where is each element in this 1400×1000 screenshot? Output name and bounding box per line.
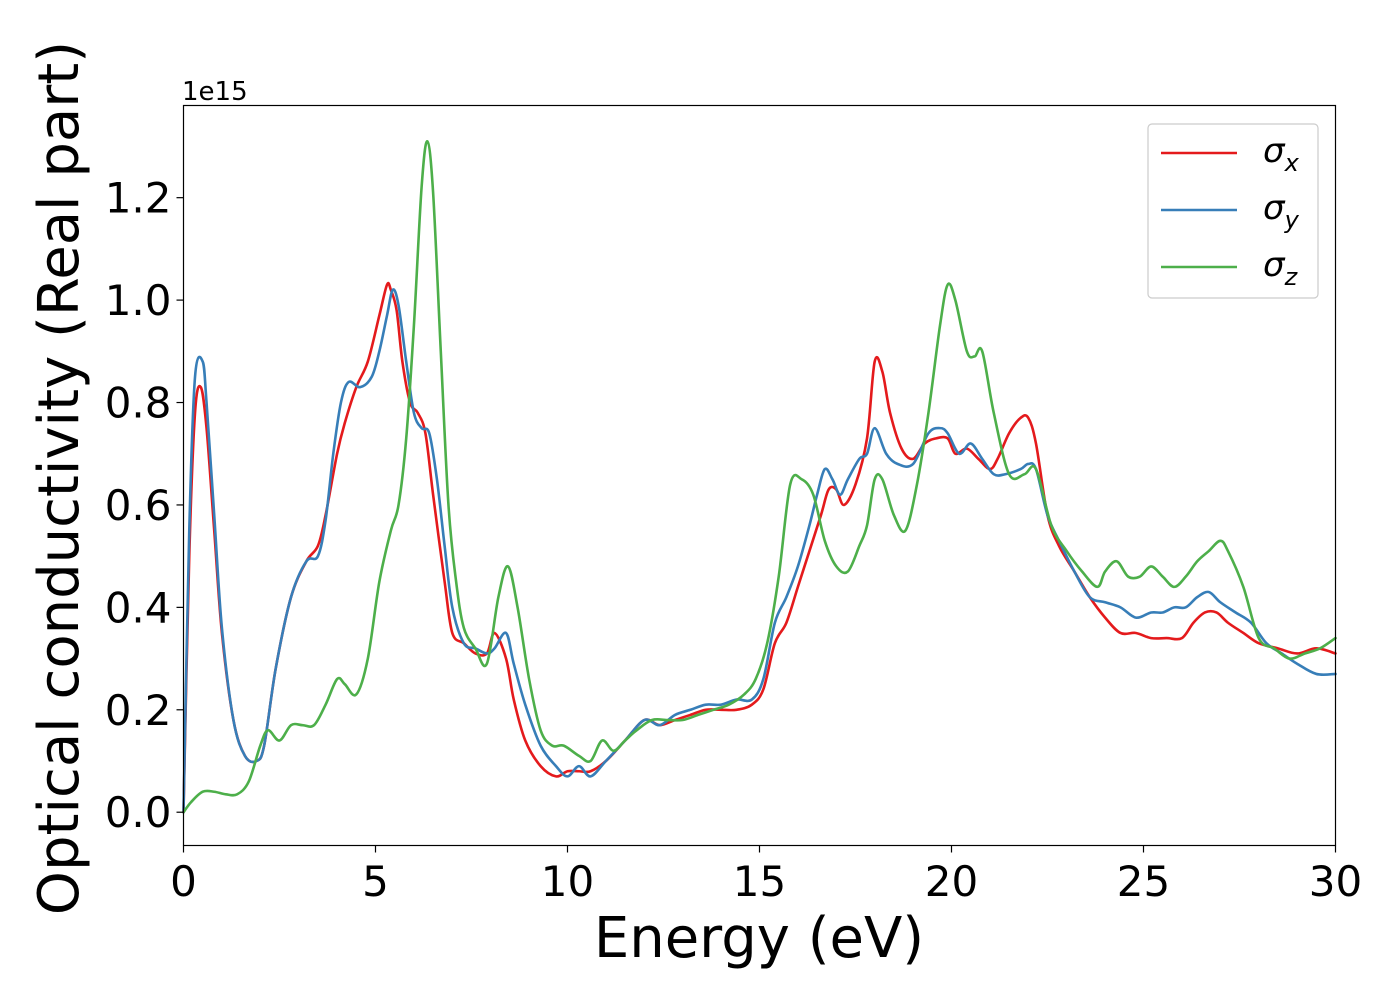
axis-offset-label: 1e15 — [182, 77, 248, 107]
y-axis: 0.0 0.2 0.4 0.6 0.8 1.0 1.2 — [105, 174, 184, 837]
x-tick-label: 10 — [541, 857, 594, 906]
x-tick-label: 30 — [1309, 857, 1362, 906]
legend-label-sigma-z: σz — [1263, 245, 1299, 291]
series-line-sigma-z — [182, 140, 1337, 814]
x-tick-label: 0 — [170, 857, 197, 906]
y-tick-label: 0.6 — [105, 481, 172, 530]
x-tick-label: 20 — [925, 857, 978, 906]
x-tick-label: 15 — [733, 857, 786, 906]
x-tick-label: 5 — [362, 857, 389, 906]
y-tick-label: 0.8 — [105, 379, 172, 428]
y-tick-label: 0.4 — [105, 583, 172, 632]
series-layer — [182, 140, 1337, 814]
y-tick-label: 1.0 — [105, 276, 172, 325]
y-tick-label: 1.2 — [105, 174, 172, 223]
x-axis: 0 5 10 15 20 25 30 — [170, 845, 1362, 906]
x-tick-label: 25 — [1117, 857, 1170, 906]
legend-label-sigma-y: σy — [1263, 188, 1300, 234]
y-axis-label: Optical conductivity (Real part) — [27, 41, 92, 915]
x-axis-label: Energy (eV) — [594, 906, 924, 971]
series-line-sigma-y — [182, 288, 1337, 814]
legend-label-sigma-x: σx — [1263, 131, 1300, 177]
y-tick-label: 0.2 — [105, 686, 172, 735]
y-tick-label: 0.0 — [105, 788, 172, 837]
legend: σx σy σz — [1147, 123, 1319, 299]
